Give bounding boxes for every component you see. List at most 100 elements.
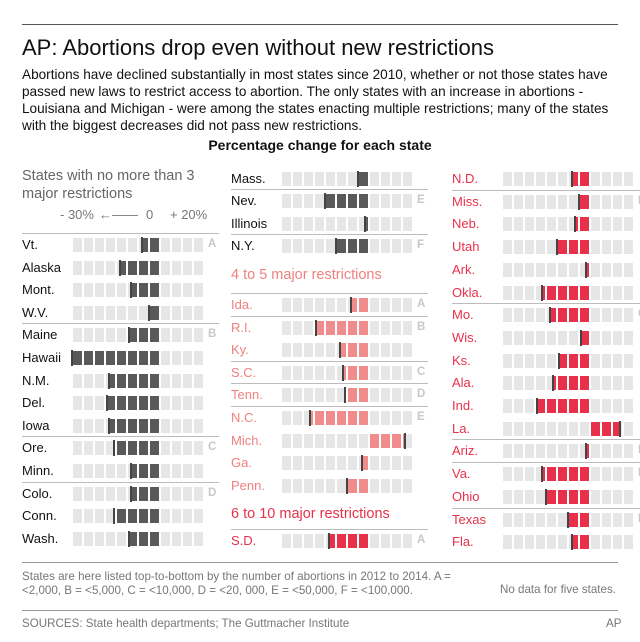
bar-cell bbox=[403, 411, 412, 425]
bar-end-tick bbox=[141, 237, 144, 253]
bar-cell bbox=[558, 330, 567, 345]
bar-end-tick bbox=[578, 193, 580, 210]
bar-cell bbox=[348, 216, 357, 231]
state-label-mont: Mont. bbox=[22, 282, 55, 298]
bar-cell bbox=[591, 262, 600, 277]
bar-cell bbox=[84, 260, 93, 275]
state-label-maine: Maine bbox=[22, 327, 58, 343]
bar-cell bbox=[591, 240, 600, 255]
bar-cell bbox=[73, 283, 82, 298]
category-separator bbox=[231, 383, 428, 385]
bar-cell bbox=[337, 456, 346, 471]
bar-cell bbox=[624, 285, 633, 300]
category-e: E bbox=[417, 411, 425, 423]
bar-cell bbox=[84, 396, 93, 411]
cell-gap bbox=[578, 353, 580, 368]
bar-cell bbox=[525, 399, 534, 413]
bar-end-tick bbox=[128, 327, 131, 344]
bar-cell bbox=[370, 172, 379, 186]
category-separator bbox=[452, 507, 640, 509]
bar-cell bbox=[558, 421, 567, 436]
bar-cell bbox=[392, 194, 401, 209]
cell-gap bbox=[578, 172, 580, 186]
bar-cell bbox=[514, 194, 523, 209]
bar-end-tick bbox=[106, 395, 109, 412]
chart-subtitle: Percentage change for each state bbox=[208, 137, 432, 153]
bar-cell bbox=[194, 283, 203, 298]
bar-cell bbox=[95, 283, 104, 298]
credit: AP bbox=[606, 617, 622, 630]
bar-ala bbox=[552, 376, 590, 391]
bar-cell bbox=[95, 486, 104, 501]
state-label-mich: Mich. bbox=[231, 432, 263, 448]
bar-cell bbox=[326, 216, 335, 231]
bar-cell bbox=[514, 535, 523, 550]
bar-cell bbox=[514, 376, 523, 391]
bar-cell bbox=[84, 441, 93, 456]
category-separator bbox=[22, 323, 219, 325]
bar-n-d bbox=[572, 172, 590, 186]
cell-gap bbox=[346, 365, 348, 380]
bar-cell bbox=[84, 531, 93, 546]
bar-end-tick bbox=[540, 284, 543, 301]
bar-cell bbox=[95, 531, 104, 546]
bar-cell bbox=[602, 353, 611, 368]
bar-cell bbox=[613, 444, 622, 459]
bar-cell bbox=[183, 464, 192, 478]
bar-cell bbox=[73, 464, 82, 478]
cell-gap bbox=[357, 238, 359, 253]
bar-illinois bbox=[364, 216, 369, 231]
bar-cell bbox=[558, 194, 567, 209]
bar-cell bbox=[624, 512, 633, 527]
bar-cell bbox=[514, 262, 523, 277]
bar-neb bbox=[574, 217, 590, 232]
scale-label-zero: 0 bbox=[146, 207, 154, 222]
cell-gap bbox=[368, 388, 370, 403]
bar-cell bbox=[183, 283, 192, 298]
bar-cell bbox=[602, 262, 611, 277]
bar-cell bbox=[194, 328, 203, 343]
state-label-s-d: S.D. bbox=[231, 533, 257, 548]
bar-cell bbox=[370, 194, 379, 209]
cell-gap bbox=[589, 353, 591, 368]
bar-end-tick bbox=[335, 237, 337, 254]
group-label-low: States with no more than 3 major restric… bbox=[22, 168, 195, 202]
category-a: A bbox=[417, 298, 426, 310]
bar-cell bbox=[514, 489, 523, 504]
bar-cell bbox=[624, 489, 633, 504]
cell-gap bbox=[357, 298, 359, 312]
category-d: D bbox=[208, 486, 217, 499]
bar-cell bbox=[602, 535, 611, 550]
bar-cell bbox=[547, 535, 556, 550]
bar-cell bbox=[183, 373, 192, 388]
bar-cell bbox=[304, 478, 313, 493]
cell-gap bbox=[126, 351, 128, 365]
bar-cell bbox=[602, 172, 611, 186]
cell-gap bbox=[115, 509, 117, 524]
bar-cell bbox=[293, 216, 302, 231]
bar-cell bbox=[106, 328, 115, 343]
bar-cell bbox=[569, 330, 578, 345]
bar-cell bbox=[73, 328, 82, 343]
bar-end-tick bbox=[556, 239, 558, 256]
bar-cell bbox=[84, 464, 93, 478]
bar-cell bbox=[95, 418, 104, 433]
cell-gap bbox=[600, 421, 602, 436]
bar-cell bbox=[381, 298, 390, 312]
bar-cell bbox=[359, 433, 368, 448]
bar-cell bbox=[536, 535, 545, 550]
bar-cell bbox=[536, 285, 545, 300]
bar-cell bbox=[613, 489, 622, 504]
state-label-penn: Penn. bbox=[231, 477, 265, 493]
bar-cell bbox=[337, 365, 346, 380]
bar-cell bbox=[172, 373, 181, 388]
cell-gap bbox=[335, 534, 337, 548]
bar-cell bbox=[370, 238, 379, 253]
bar-cell bbox=[84, 283, 93, 298]
bar-cell bbox=[293, 194, 302, 209]
cell-gap bbox=[368, 534, 370, 548]
state-label-wash: Wash. bbox=[22, 530, 59, 546]
state-label-la: La. bbox=[452, 420, 471, 436]
bar-end-tick bbox=[148, 304, 150, 321]
bar-cell bbox=[525, 535, 534, 550]
